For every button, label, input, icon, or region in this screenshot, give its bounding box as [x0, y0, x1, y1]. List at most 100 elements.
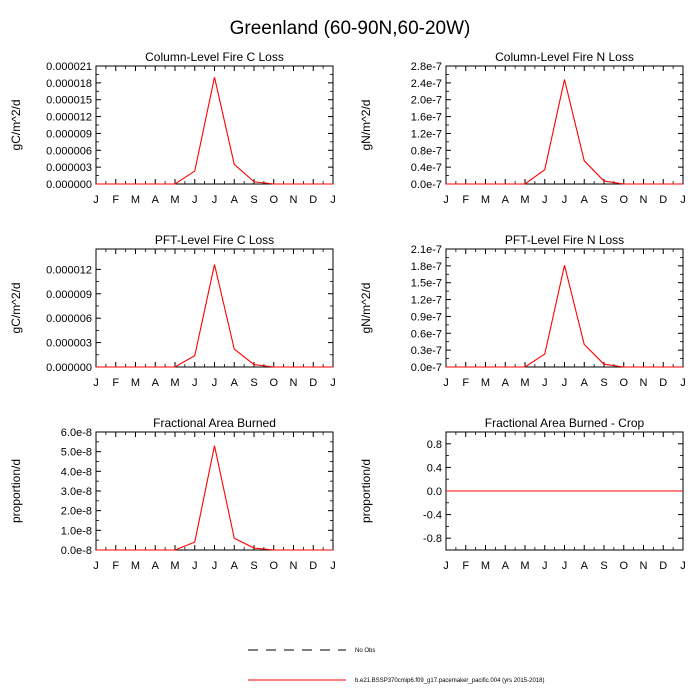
y-axis-label: proportion/d [359, 459, 373, 523]
x-tick-label: M [520, 194, 529, 206]
x-tick-label: N [640, 377, 648, 389]
x-tick-label: A [152, 194, 160, 206]
y-tick-label: 2.0e-8 [61, 506, 92, 518]
y-tick-label: 4.0e-8 [61, 466, 92, 478]
x-tick-label: J [330, 194, 336, 206]
x-tick-label: A [581, 560, 589, 572]
y-tick-label: 2.4e-7 [411, 78, 442, 90]
panel-title: Column-Level Fire C Loss [145, 50, 284, 64]
x-tick-label: M [131, 560, 140, 572]
y-tick-label: 1.8e-7 [411, 261, 442, 273]
x-tick-label: J [562, 377, 568, 389]
x-tick-label: O [269, 377, 278, 389]
x-tick-label: A [231, 194, 239, 206]
x-tick-label: M [481, 194, 490, 206]
y-tick-label: -0.4 [423, 510, 442, 522]
x-tick-label: N [640, 194, 648, 206]
legend-label-no-obs: No Obs [355, 648, 375, 654]
y-tick-label: 2.1e-7 [411, 244, 442, 256]
x-tick-label: J [93, 377, 99, 389]
x-tick-label: M [131, 194, 140, 206]
x-tick-label: J [443, 560, 449, 572]
x-tick-label: J [93, 560, 99, 572]
x-tick-label: A [502, 377, 510, 389]
x-tick-label: J [443, 377, 449, 389]
y-tick-label: 0.0e-8 [61, 545, 92, 557]
x-tick-label: M [170, 194, 179, 206]
plot-frame [95, 65, 334, 185]
x-tick-label: D [659, 194, 667, 206]
x-tick-label: J [542, 194, 548, 206]
y-tick-label: 0.000009 [46, 289, 92, 301]
x-tick-label: J [542, 377, 548, 389]
x-tick-label: D [309, 194, 317, 206]
y-tick-label: 0.8 [427, 439, 442, 451]
y-tick-label: 0.8e-7 [411, 145, 442, 157]
x-tick-label: J [680, 194, 686, 206]
x-tick-label: S [250, 377, 257, 389]
x-tick-label: N [290, 560, 298, 572]
x-tick-label: A [152, 560, 160, 572]
y-tick-label: 0.4 [427, 462, 442, 474]
x-tick-label: O [269, 194, 278, 206]
y-tick-label: 0.000000 [46, 179, 92, 191]
plot-frame [95, 431, 334, 551]
panel-title: Fractional Area Burned [153, 416, 276, 430]
x-tick-label: J [192, 560, 198, 572]
y-tick-label: 1.0e-8 [61, 525, 92, 537]
x-tick-label: A [152, 377, 160, 389]
x-tick-label: M [131, 377, 140, 389]
x-tick-label: S [600, 377, 607, 389]
x-tick-label: M [520, 377, 529, 389]
y-tick-label: 0.9e-7 [411, 311, 442, 323]
x-tick-label: N [290, 377, 298, 389]
plot-frame [445, 65, 684, 185]
x-tick-label: J [192, 194, 198, 206]
x-tick-label: A [502, 560, 510, 572]
x-tick-label: J [680, 377, 686, 389]
x-tick-label: N [640, 560, 648, 572]
x-tick-label: D [309, 377, 317, 389]
x-tick-label: J [443, 194, 449, 206]
x-tick-label: M [481, 560, 490, 572]
x-tick-label: F [112, 194, 119, 206]
x-tick-label: J [330, 560, 336, 572]
legend-label-model: b.e21.BSSP370cmip6.f09_g17.pacemaker_pac… [355, 678, 544, 684]
y-tick-label: 0.6e-7 [411, 328, 442, 340]
y-tick-label: 0.0 [427, 486, 442, 498]
x-tick-label: J [680, 560, 686, 572]
y-axis-label: proportion/d [9, 459, 23, 523]
x-tick-label: J [212, 377, 218, 389]
y-tick-label: 0.000009 [46, 128, 92, 140]
y-tick-label: 2.0e-7 [411, 95, 442, 107]
y-tick-label: 0.000003 [46, 338, 92, 350]
x-tick-label: A [502, 194, 510, 206]
series-line [446, 265, 683, 368]
x-tick-label: F [462, 194, 469, 206]
x-tick-label: F [462, 560, 469, 572]
series-line [96, 264, 333, 368]
y-tick-label: 1.2e-7 [411, 295, 442, 307]
x-tick-label: M [170, 560, 179, 572]
y-tick-label: 0.000018 [46, 78, 92, 90]
figure-title: Greenland (60-90N,60-20W) [230, 18, 471, 39]
panel-title: PFT-Level Fire N Loss [505, 233, 624, 247]
legend: No Obs b.e21.BSSP370cmip6.f09_g17.pacema… [248, 648, 544, 684]
x-tick-label: J [562, 560, 568, 572]
y-tick-label: 1.2e-7 [411, 128, 442, 140]
y-tick-label: 0.3e-7 [411, 345, 442, 357]
x-tick-label: A [581, 194, 589, 206]
x-tick-label: J [212, 560, 218, 572]
y-tick-label: 0.4e-7 [411, 162, 442, 174]
y-tick-label: 0.000015 [46, 95, 92, 107]
y-tick-label: 0.000012 [46, 264, 92, 276]
y-axis-label: gC/m^2/d [9, 100, 23, 151]
y-tick-label: 0.000012 [46, 112, 92, 124]
x-tick-label: A [231, 560, 239, 572]
x-tick-label: M [481, 377, 490, 389]
